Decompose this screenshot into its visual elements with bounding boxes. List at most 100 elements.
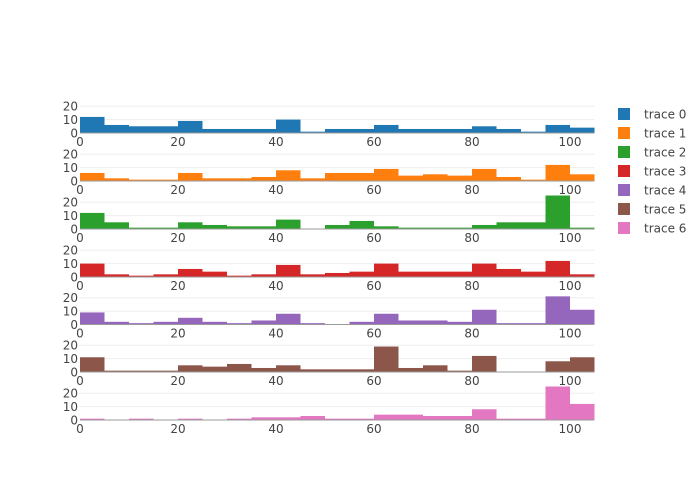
x-tick-label: 60 — [366, 135, 381, 149]
bar — [178, 268, 203, 277]
bar — [129, 179, 154, 181]
y-tick-label: 0 — [70, 271, 78, 285]
bar — [423, 227, 448, 229]
bar — [349, 369, 374, 372]
bar — [325, 369, 350, 372]
legend-item[interactable]: trace 5 — [618, 203, 686, 217]
bar — [570, 127, 595, 133]
bar — [80, 172, 105, 181]
bar — [398, 367, 423, 372]
bar — [349, 220, 374, 229]
bar — [104, 274, 129, 277]
x-tick-label: 100 — [559, 183, 582, 197]
x-tick-label: 0 — [76, 183, 84, 197]
legend-item[interactable]: trace 1 — [618, 127, 686, 141]
legend-label: trace 4 — [644, 184, 686, 198]
bar — [80, 312, 105, 325]
x-tick-label: 60 — [366, 183, 381, 197]
bar — [325, 128, 350, 133]
bar — [276, 313, 301, 325]
bar — [423, 271, 448, 277]
x-tick-label: 40 — [268, 279, 283, 293]
bar — [447, 175, 472, 181]
x-tick-label: 0 — [76, 327, 84, 341]
y-tick-label: 0 — [70, 366, 78, 380]
y-tick-label: 0 — [70, 414, 78, 428]
bar — [398, 227, 423, 229]
legend-item[interactable]: trace 4 — [618, 184, 686, 198]
x-tick-label: 100 — [559, 231, 582, 245]
bar — [227, 178, 252, 181]
bar — [80, 212, 105, 229]
bar — [251, 320, 276, 325]
bar — [545, 296, 570, 325]
bar — [129, 323, 154, 325]
legend-swatch — [618, 127, 630, 139]
bar — [521, 222, 546, 229]
bar — [349, 128, 374, 133]
bar — [202, 271, 227, 277]
x-tick-label: 20 — [170, 327, 185, 341]
bar — [374, 414, 399, 420]
bar — [570, 174, 595, 181]
x-tick-label: 20 — [170, 135, 185, 149]
x-tick-label: 100 — [559, 374, 582, 388]
bar — [178, 172, 203, 181]
legend-item[interactable]: trace 6 — [618, 222, 686, 236]
bar — [447, 227, 472, 229]
legend-swatch — [618, 222, 630, 234]
x-tick-label: 80 — [464, 279, 479, 293]
bar — [545, 124, 570, 133]
x-tick-label: 100 — [559, 422, 582, 436]
bar — [300, 369, 325, 372]
bar — [153, 274, 178, 277]
bar — [227, 418, 252, 420]
bar — [325, 224, 350, 229]
x-tick-label: 20 — [170, 279, 185, 293]
x-tick-label: 40 — [268, 135, 283, 149]
bar — [129, 370, 154, 372]
legend-swatch — [618, 108, 630, 120]
x-tick-label: 80 — [464, 422, 479, 436]
bar — [227, 363, 252, 372]
y-tick-label: 0 — [70, 175, 78, 189]
bar — [251, 417, 276, 420]
bar — [80, 263, 105, 277]
bar — [570, 309, 595, 325]
y-tick-label: 10 — [63, 161, 78, 175]
y-tick-label: 20 — [63, 148, 78, 162]
bar — [202, 128, 227, 133]
bar — [276, 264, 301, 277]
bar — [300, 415, 325, 420]
bar — [545, 260, 570, 277]
bar — [472, 263, 497, 277]
bar — [496, 128, 521, 133]
bar — [398, 320, 423, 325]
bar — [423, 365, 448, 372]
x-tick-label: 40 — [268, 422, 283, 436]
y-tick-label: 10 — [63, 352, 78, 366]
bar — [276, 119, 301, 133]
legend-label: trace 2 — [644, 146, 686, 160]
bar — [398, 128, 423, 133]
y-tick-label: 20 — [63, 244, 78, 258]
legend-item[interactable]: trace 0 — [618, 108, 686, 122]
legend: trace 0 trace 1 trace 2 trace 3 trace 4 trace… — [618, 108, 686, 236]
bar — [521, 323, 546, 325]
legend-item[interactable]: trace 3 — [618, 165, 686, 179]
bar — [202, 366, 227, 372]
bar — [153, 321, 178, 325]
legend-label: trace 5 — [644, 203, 686, 217]
bar — [496, 176, 521, 181]
legend-item[interactable]: trace 2 — [618, 146, 686, 160]
y-tick-label: 20 — [63, 339, 78, 353]
bar — [129, 227, 154, 229]
x-tick-label: 60 — [366, 374, 381, 388]
x-tick-label: 80 — [464, 374, 479, 388]
x-tick-label: 20 — [170, 183, 185, 197]
bar — [374, 263, 399, 277]
bar — [398, 414, 423, 420]
bar — [521, 271, 546, 277]
